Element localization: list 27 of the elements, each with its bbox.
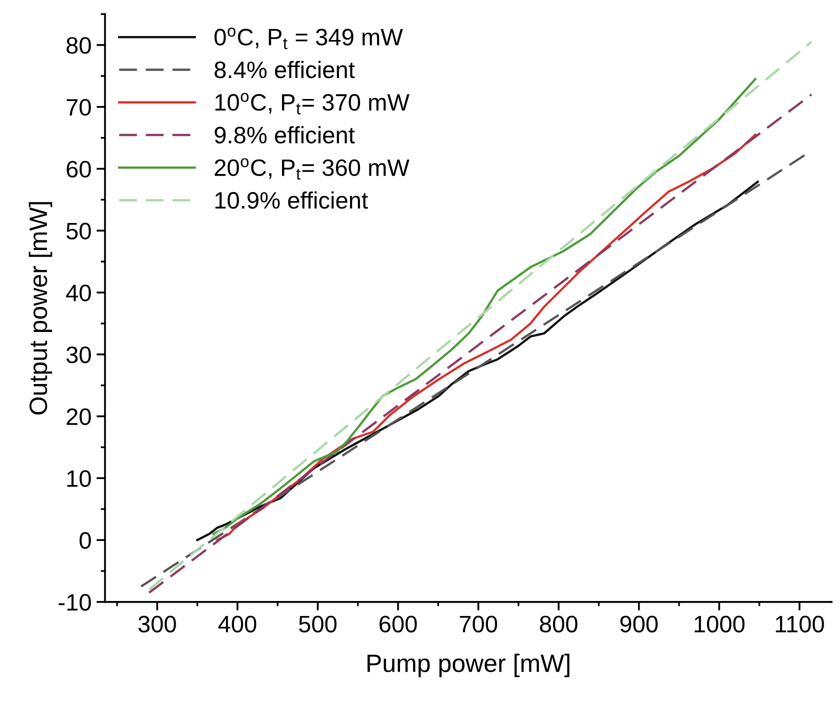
y-axis-title: Output power [mW]: [28, 202, 52, 414]
legend-label: 10.9% efficient: [215, 191, 368, 209]
x-tick-label: 400: [218, 616, 256, 632]
y-tick-label: 70: [66, 98, 91, 116]
x-tick-label: 300: [138, 616, 176, 632]
y-tick-label: -10: [58, 594, 91, 611]
x-tick-label: 800: [540, 616, 578, 632]
y-tick-label: 20: [66, 408, 91, 426]
legend-label: 20$^{o}$C, P$_{t}$= 360 mW: [214, 158, 410, 180]
y-tick-label: 50: [66, 222, 91, 240]
x-tick-label: 500: [299, 616, 337, 632]
x-tick-label: 1000: [694, 616, 745, 632]
y-tick-label: 10: [67, 470, 91, 487]
legend-label: 8.4% efficient: [214, 60, 355, 78]
x-tick-label: 700: [460, 616, 498, 632]
y-tick-label: 0: [80, 532, 91, 549]
y-tick-label: 30: [66, 346, 91, 364]
y-tick-label: 60: [66, 160, 91, 178]
legend-label: 9.8% efficient: [214, 126, 355, 144]
x-tick-label: 600: [380, 616, 417, 632]
x-tick-label: 1100: [776, 616, 824, 632]
legend-label: 10$^{o}$C, P$_{t}$= 370 mW: [215, 92, 410, 114]
y-tick-label: 40: [66, 284, 91, 302]
x-tick-label: 900: [620, 616, 658, 632]
y-tick-label: 80: [66, 37, 91, 54]
x-axis-title: Pump power [mW]: [368, 654, 570, 678]
legend-label: 0$^{o}$C, P$_{t}$ = 349 mW: [214, 28, 403, 50]
